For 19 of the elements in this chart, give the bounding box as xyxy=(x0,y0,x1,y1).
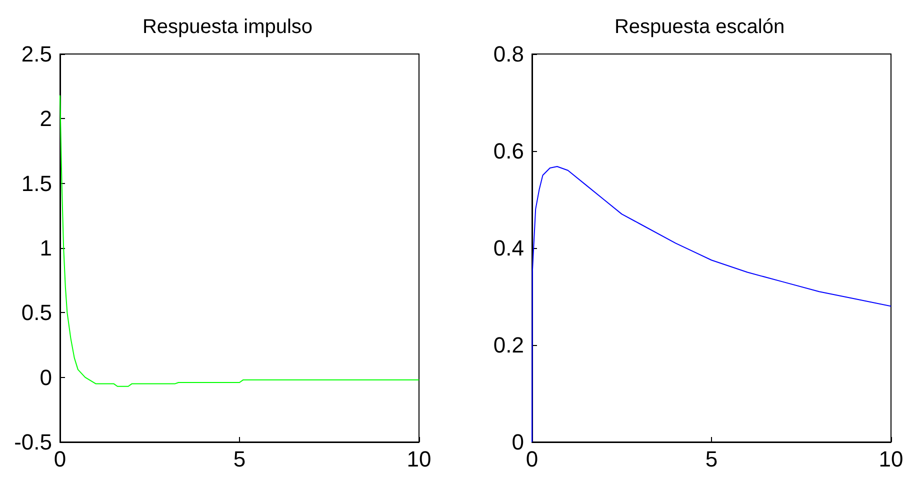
y-tick-label: 0 xyxy=(40,364,52,390)
y-tick-label: 2.5 xyxy=(21,42,52,66)
y-tick-label: 0.5 xyxy=(21,300,52,326)
y-tick-label: 2 xyxy=(40,106,52,132)
chart-title: Respuesta impulso xyxy=(142,16,313,38)
y-tick-label: 0.2 xyxy=(493,332,524,358)
y-tick-label: 1 xyxy=(40,236,52,260)
y-tick-label: 0 xyxy=(512,430,524,454)
y-tick-label: 1.5 xyxy=(21,170,52,196)
x-tick-label: 5 xyxy=(233,446,246,472)
y-tick-label: 0.6 xyxy=(493,138,524,164)
y-tick-label: 0.4 xyxy=(493,236,524,260)
x-tick-label: 10 xyxy=(406,446,432,472)
chart-title: Respuesta escalón xyxy=(614,16,785,38)
x-tick-label: 10 xyxy=(878,446,904,472)
y-tick-label: 0.8 xyxy=(493,42,524,66)
line-series xyxy=(60,94,420,387)
y-tick-label: -0.5 xyxy=(14,430,52,454)
x-tick-label: 5 xyxy=(705,446,718,472)
